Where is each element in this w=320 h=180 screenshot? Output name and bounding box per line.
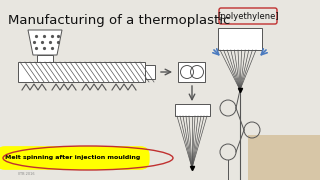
Polygon shape [37, 55, 53, 62]
Polygon shape [18, 62, 145, 82]
Polygon shape [145, 65, 155, 79]
Polygon shape [178, 62, 205, 82]
Text: Manufacturing of a thermoplastic: Manufacturing of a thermoplastic [8, 14, 230, 27]
Text: Melt spinning after injection moulding: Melt spinning after injection moulding [5, 156, 140, 161]
Text: IITB 2016: IITB 2016 [18, 172, 35, 176]
Polygon shape [28, 30, 62, 55]
Polygon shape [175, 104, 210, 116]
Text: [polyethylene]: [polyethylene] [217, 12, 279, 21]
Polygon shape [218, 28, 262, 50]
Polygon shape [248, 135, 320, 180]
